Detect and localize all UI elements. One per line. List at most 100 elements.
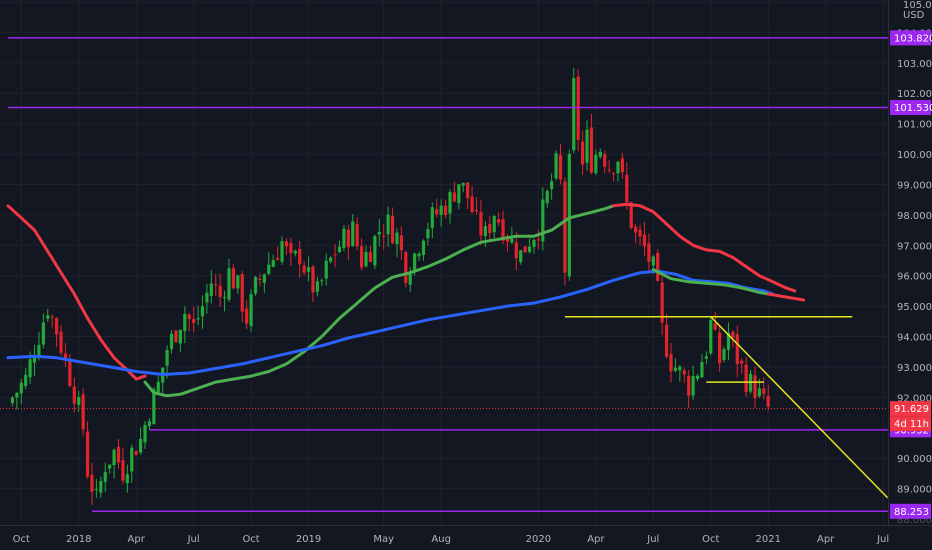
candle-body: [585, 129, 589, 163]
candle-body: [59, 331, 63, 353]
trend-line: [710, 316, 889, 499]
candle-body: [408, 274, 412, 285]
candle-body: [695, 375, 700, 379]
candle-body: [320, 280, 324, 282]
time-tick-label: 2019: [296, 534, 321, 545]
candle-body: [607, 169, 611, 171]
candle-body: [664, 324, 669, 357]
candle-body: [470, 196, 474, 213]
candle-body: [554, 153, 558, 179]
candle-body: [611, 173, 616, 175]
candle-body: [222, 297, 227, 299]
candle-body: [395, 232, 399, 245]
candle-body: [368, 252, 373, 263]
time-tick-label: Jul: [646, 534, 659, 545]
time-tick-label: Jul: [187, 534, 200, 545]
candle-body: [236, 275, 240, 289]
bar-countdown-tag-bg: [890, 416, 931, 432]
candle-body: [581, 141, 585, 165]
moving-average-line: [143, 204, 615, 398]
candle-body: [143, 424, 147, 443]
candle-body: [315, 281, 319, 292]
horizontal-levels[interactable]: [8, 37, 888, 513]
price-tick-label: 103.000: [897, 59, 932, 70]
candle-body: [196, 317, 200, 320]
time-tick-label: Apr: [587, 534, 605, 545]
candle-body: [399, 235, 403, 251]
time-tick-label: Apr: [817, 534, 835, 545]
candle-body: [85, 431, 90, 477]
candle-body: [346, 229, 350, 247]
candle-body: [457, 184, 461, 204]
candle-body: [505, 237, 510, 242]
candle-body: [377, 231, 381, 235]
candle-body: [669, 354, 673, 372]
level-price-tag-bg: [890, 30, 931, 46]
candle-body: [267, 264, 271, 274]
candle-body: [280, 241, 284, 262]
candle-body: [41, 322, 45, 345]
candle-body: [90, 474, 94, 492]
candle-body: [682, 370, 686, 375]
candle-body: [306, 267, 311, 272]
candle-body: [227, 268, 231, 300]
candle-body: [541, 199, 545, 242]
candle-body: [572, 78, 576, 151]
candle-body: [656, 252, 660, 281]
candle-body: [532, 239, 536, 247]
currency-label: USD: [903, 10, 925, 21]
candle-body: [276, 258, 280, 261]
candle-body: [567, 153, 571, 277]
candle-body: [709, 320, 713, 354]
candle-body: [589, 127, 594, 173]
candle-body: [50, 316, 54, 318]
candle-body: [413, 253, 417, 271]
candle-body: [731, 331, 735, 338]
candle-body: [55, 318, 59, 335]
candle-body: [545, 191, 549, 204]
level-price-tag: 88.253: [894, 507, 929, 518]
candle-body: [435, 209, 439, 215]
candle-body: [417, 253, 421, 257]
candle-body: [329, 257, 333, 262]
candle-body: [762, 388, 766, 394]
level-price-tag: 101.530: [894, 103, 932, 114]
candle-body: [200, 306, 205, 317]
candle-body: [178, 329, 182, 344]
candle-body: [245, 308, 249, 324]
time-tick-label: Oct: [242, 534, 259, 545]
candle-body: [704, 356, 708, 359]
candle-body: [187, 314, 191, 320]
candle-body: [342, 228, 346, 248]
candle-body: [174, 330, 178, 343]
candle-body: [249, 294, 253, 327]
candle-body: [298, 248, 302, 265]
price-tick-label: 88.000: [897, 515, 932, 526]
candle-body: [32, 357, 37, 363]
price-tick-label: 92.000: [897, 393, 932, 404]
grid-lines: [0, 0, 888, 525]
candle-body: [625, 174, 629, 203]
candle-body: [713, 323, 717, 330]
candle-body: [24, 374, 28, 386]
candle-body: [183, 313, 187, 331]
candle-body: [337, 246, 342, 252]
candle-body: [660, 282, 664, 323]
candle-body: [620, 158, 624, 173]
trend-lines[interactable]: [564, 316, 889, 499]
candle-body: [519, 250, 523, 263]
time-axis[interactable]: Oct 2018 Apr Jul Oct 2019 May Aug 2020 Apr Jul Oct 2…: [13, 534, 890, 545]
candle-body: [629, 202, 633, 228]
candle-body: [766, 396, 770, 407]
candle-body: [687, 375, 691, 396]
candle-body: [421, 240, 426, 256]
candle-body: [443, 205, 448, 215]
candle-body: [360, 246, 364, 268]
candle-body: [99, 481, 103, 493]
candle-body: [651, 256, 655, 266]
candle-body: [404, 252, 408, 283]
candle-body: [563, 181, 567, 273]
candle-body: [46, 315, 50, 319]
